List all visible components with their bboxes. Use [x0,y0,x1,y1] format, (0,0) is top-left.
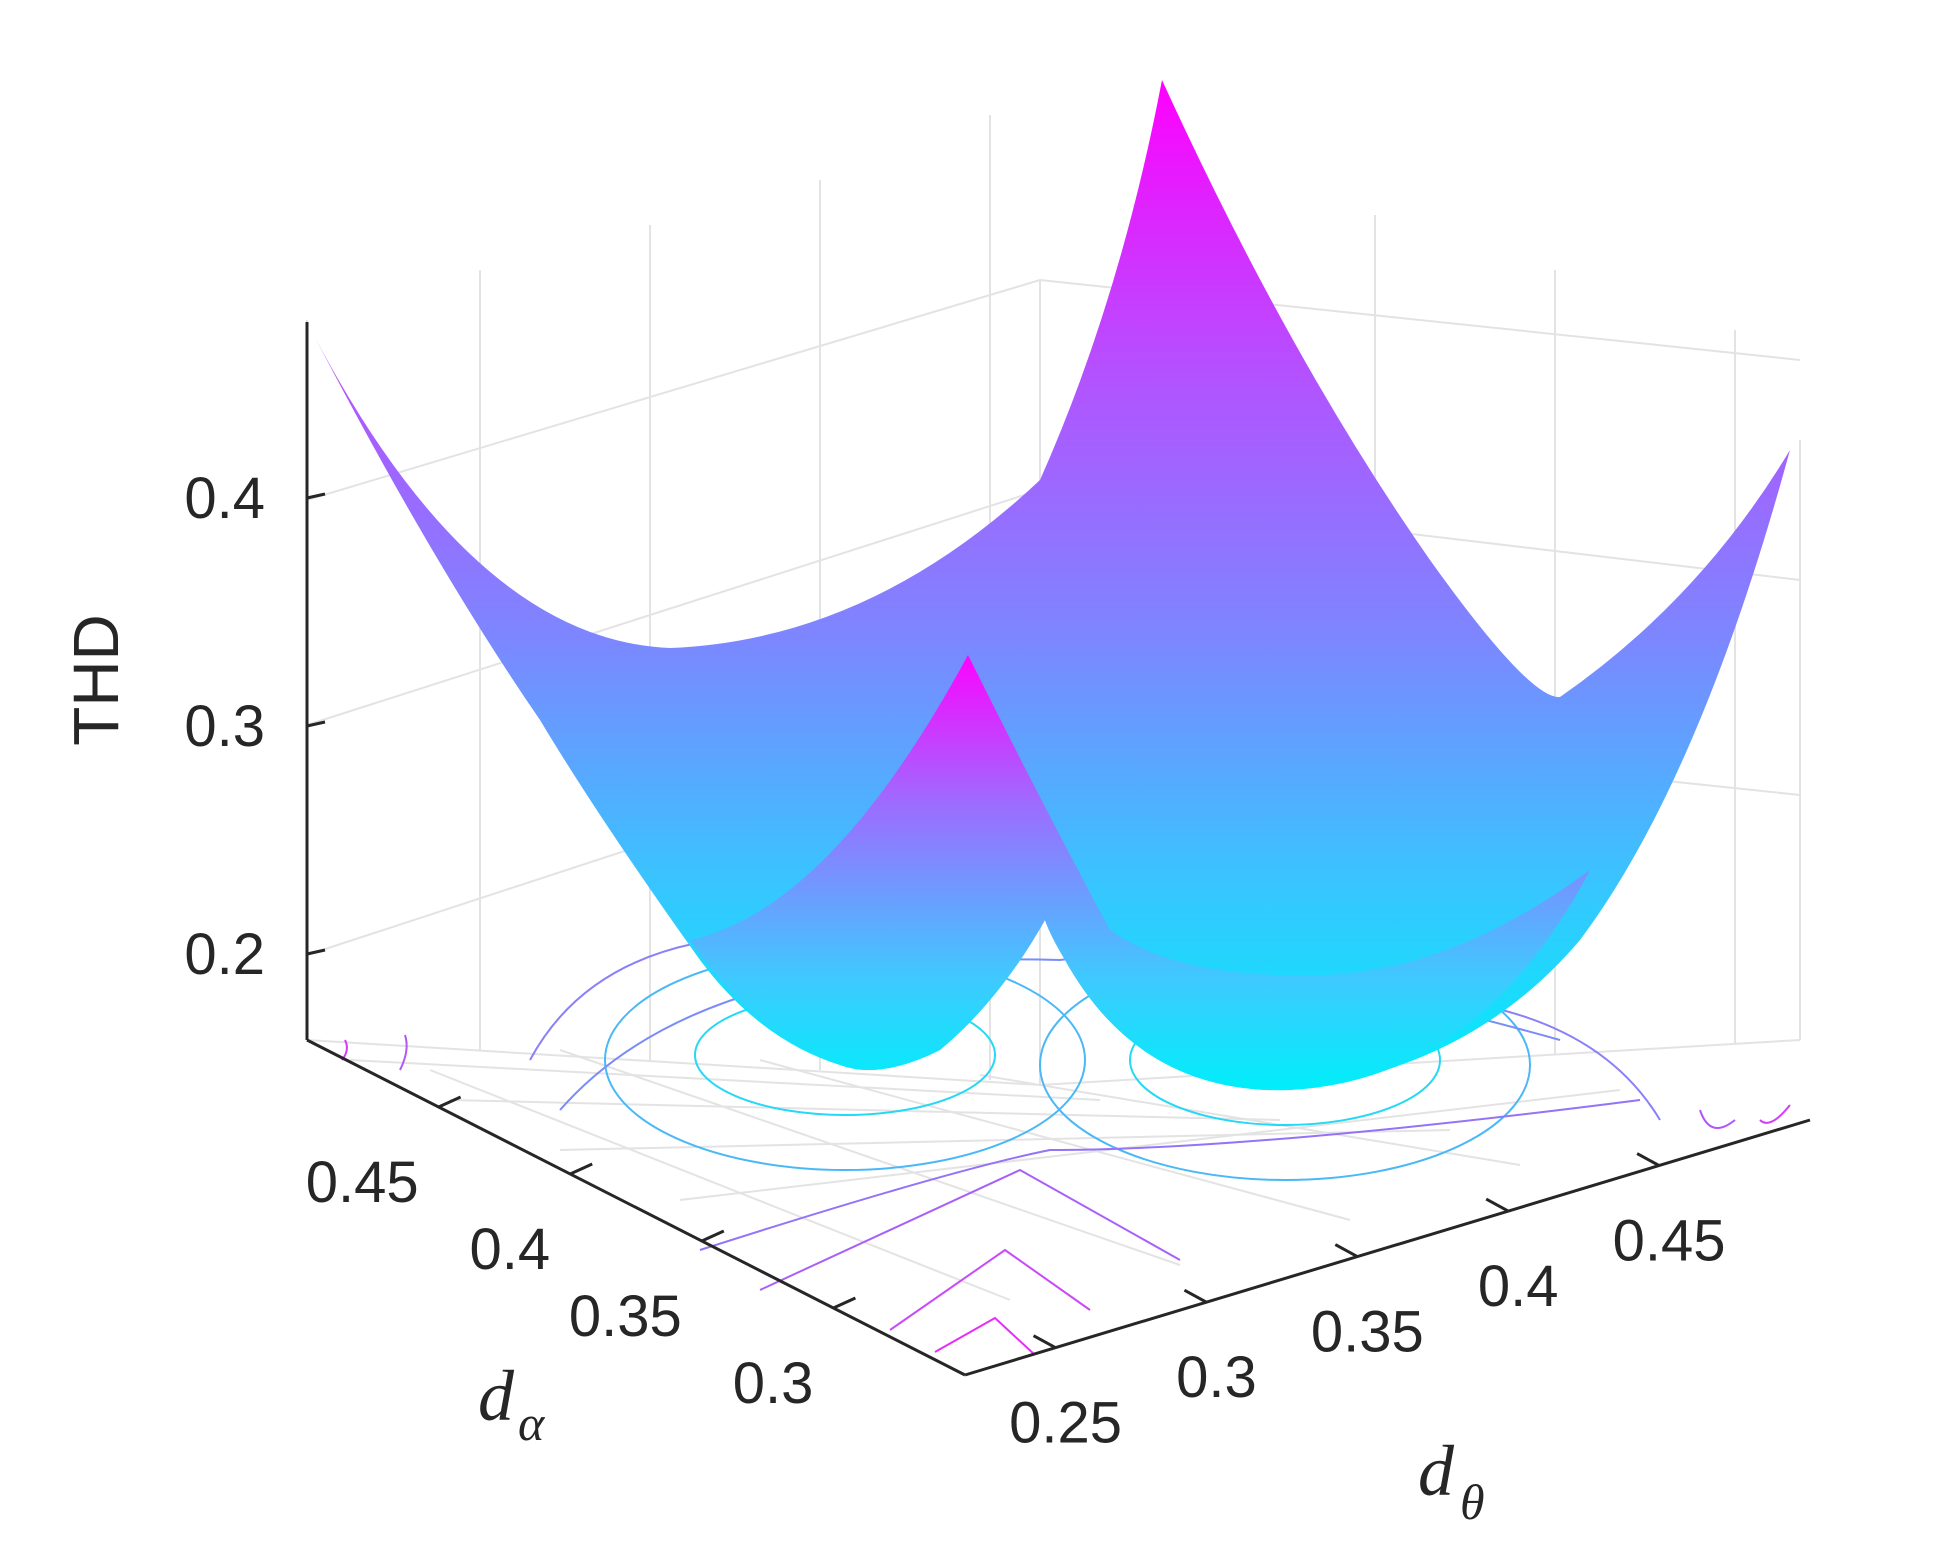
z-tick-mark-2 [306,492,326,500]
y-tick-mark-0 [832,1296,857,1310]
z-axis-ticks: 0.2 0.3 0.4 [184,466,326,987]
z-tick-mark-0 [306,948,326,956]
y-tick-mark-2 [569,1162,593,1176]
x-tick-label-0: 0.25 [1009,1391,1122,1456]
y-tick-mark-3 [437,1095,462,1109]
axes [305,322,1811,1377]
z-tick-label-1: 0.3 [184,694,265,759]
y-tick-label-3: 0.45 [306,1150,419,1215]
x-tick-label-2: 0.35 [1311,1300,1424,1365]
y-axis-line [306,1038,966,1377]
z-tick-label-0: 0.2 [184,922,265,987]
y-tick-mark-1 [701,1229,725,1243]
z-tick-label-2: 0.4 [184,466,265,531]
x-tick-mark-0 [1032,1334,1057,1349]
contour-lines [341,933,1791,1356]
z-tick-mark-1 [306,720,326,728]
x-tick-mark-1 [1183,1288,1208,1304]
x-tick-mark-4 [1636,1152,1660,1167]
y-tick-label-0: 0.3 [733,1351,814,1416]
front-surface-ridge [690,655,1590,1091]
x-axis-ticks: 0.25 0.3 0.35 0.4 0.45 [1009,1152,1726,1456]
x-tick-mark-2 [1334,1243,1359,1258]
y-tick-label-1: 0.35 [569,1284,682,1349]
x-axis-line [964,1118,1811,1377]
x-tick-mark-3 [1485,1197,1509,1213]
z-axis-title: THD [60,614,132,746]
y-axis-title: dα [478,1356,546,1451]
y-tick-label-2: 0.4 [470,1217,551,1282]
y-axis-ticks: 0.3 0.35 0.4 0.45 [306,1095,857,1416]
thd-surface [307,80,1790,1091]
back-surface-sheet [307,80,1790,1091]
x-tick-label-1: 0.3 [1176,1345,1257,1410]
x-tick-label-3: 0.4 [1478,1254,1559,1319]
x-tick-label-4: 0.45 [1613,1209,1726,1274]
